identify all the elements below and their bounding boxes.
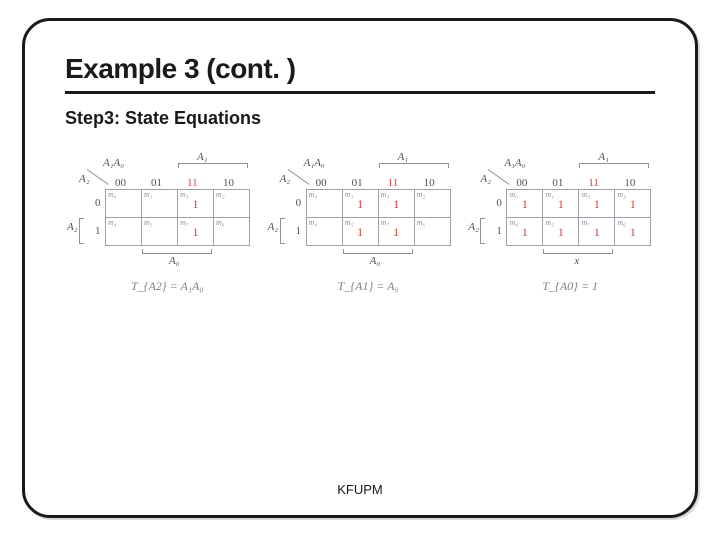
minterm: m₅ <box>345 218 354 227</box>
label-a1-top: A₁ <box>197 151 208 163</box>
minterm: m₃ <box>381 190 390 199</box>
cell: 1 <box>193 197 199 211</box>
colhdr: 00 <box>115 177 126 189</box>
cell: 1 <box>393 197 399 211</box>
cell: 1 <box>594 197 600 211</box>
minterm: m₅ <box>545 218 554 227</box>
cell: 1 <box>357 197 363 211</box>
minterm: m₆ <box>617 218 626 227</box>
rowhdr: 0 <box>296 197 302 209</box>
bracket-a0 <box>142 249 212 254</box>
minterm: m₄ <box>108 218 117 227</box>
kmap-row: A₁A₀ A₂ A₁ 00 01 11 10 0 1 A₂ m₀ m₁ m₃1 … <box>65 155 655 305</box>
label-a2: A₂ <box>79 173 90 185</box>
colhdr: 01 <box>151 177 162 189</box>
equation: T_{A1} = A₀ <box>338 279 399 294</box>
bracket-a2 <box>480 218 485 244</box>
minterm: m₇ <box>381 218 390 227</box>
cell: 1 <box>630 225 636 239</box>
minterm: m₇ <box>581 218 590 227</box>
bracket-a1 <box>379 163 449 168</box>
colhdr: 10 <box>424 177 435 189</box>
minterm: m₁ <box>144 190 153 199</box>
colhdr: 10 <box>624 177 635 189</box>
minterm: m₀ <box>309 190 318 199</box>
minterm: m₃ <box>180 190 189 199</box>
minterm: m₇ <box>180 218 189 227</box>
equation: T_{A0} = 1 <box>542 279 598 294</box>
minterm: m₄ <box>309 218 318 227</box>
cell: 1 <box>522 197 528 211</box>
label-a0-bottom: A₀ <box>370 255 381 267</box>
label-a2-left: A₂ <box>468 221 479 233</box>
minterm: m₃ <box>581 190 590 199</box>
minterm: m₂ <box>617 190 626 199</box>
rowhdr: 1 <box>496 225 502 237</box>
kmap-2: A₁A₀ A₂ A₁ 00 01 11 10 0 1 A₂ m₀ m₁1 m₃1… <box>266 155 455 305</box>
label-x-bottom: x <box>574 255 579 267</box>
rowhdr: 1 <box>95 225 101 237</box>
cell: 1 <box>522 225 528 239</box>
kmap-grid: m₀ m₁1 m₃1 m₂ m₄ m₅1 m₇1 m₆ <box>306 189 451 246</box>
label-a0-bottom: A₀ <box>169 255 180 267</box>
cell: 1 <box>193 225 199 239</box>
kmap-1: A₁A₀ A₂ A₁ 00 01 11 10 0 1 A₂ m₀ m₁ m₃1 … <box>65 155 254 305</box>
minterm: m₂ <box>216 190 225 199</box>
minterm: m₆ <box>216 218 225 227</box>
colhdr: 00 <box>516 177 527 189</box>
cell: 1 <box>594 225 600 239</box>
title-rule <box>65 91 655 94</box>
minterm: m₁ <box>545 190 554 199</box>
slide-title: Example 3 (cont. ) <box>65 53 655 85</box>
bracket-a2 <box>280 218 285 244</box>
kmap-diag <box>287 169 309 185</box>
label-a2: A₂ <box>480 173 491 185</box>
slide-subtitle: Step3: State Equations <box>65 108 655 129</box>
label-a2-left: A₂ <box>268 221 279 233</box>
kmap-grid: m₀ 1 m₁ 1 m₃ 1 m₂ 1 m₄ 1 m₅ 1 m₇ 1 m₆ 1 <box>506 189 651 246</box>
kmap-3: A₁A₀ A₂ A₁ 00 01 11 10 0 1 A₂ m₀1 m₁1 m₃… <box>466 155 655 305</box>
cell: 1 <box>558 197 564 211</box>
bracket-a0 <box>343 249 413 254</box>
colhdr: 10 <box>223 177 234 189</box>
minterm: m₀ <box>509 190 518 199</box>
rowhdr: 0 <box>95 197 101 209</box>
kmap-diag <box>488 169 510 185</box>
cell: 1 <box>393 225 399 239</box>
colhdr: 11 <box>187 177 198 189</box>
cell: 1 <box>558 225 564 239</box>
label-a2-left: A₂ <box>67 221 78 233</box>
minterm: m₁ <box>345 190 354 199</box>
equation: T_{A2} = A₁A₀ <box>131 279 204 294</box>
label-a1a0: A₁A₀ <box>103 157 124 169</box>
colhdr: 01 <box>552 177 563 189</box>
rowhdr: 0 <box>496 197 502 209</box>
colhdr: 01 <box>352 177 363 189</box>
colhdr: 11 <box>388 177 399 189</box>
label-a1a0: A₁A₀ <box>304 157 325 169</box>
label-a1a0: A₁A₀ <box>504 157 525 169</box>
label-a1-top: A₁ <box>398 151 409 163</box>
minterm: m₀ <box>108 190 117 199</box>
label-a1-top: A₁ <box>598 151 609 163</box>
minterm: m₆ <box>417 218 426 227</box>
slide-frame: Example 3 (cont. ) Step3: State Equation… <box>22 18 698 518</box>
cell: 1 <box>357 225 363 239</box>
minterm: m₄ <box>509 218 518 227</box>
rowhdr: 1 <box>296 225 302 237</box>
bracket-x <box>543 249 613 254</box>
minterm: m₂ <box>417 190 426 199</box>
cell: 1 <box>630 197 636 211</box>
footer-text: KFUPM <box>25 482 695 497</box>
colhdr: 11 <box>588 177 599 189</box>
bracket-a1 <box>579 163 649 168</box>
bracket-a1 <box>178 163 248 168</box>
label-a2: A₂ <box>280 173 291 185</box>
minterm: m₅ <box>144 218 153 227</box>
colhdr: 00 <box>316 177 327 189</box>
bracket-a2 <box>79 218 84 244</box>
kmap-grid: m₀ m₁ m₃ 1 m₂ m₄ m₅ m₇ 1 m₆ <box>105 189 250 246</box>
